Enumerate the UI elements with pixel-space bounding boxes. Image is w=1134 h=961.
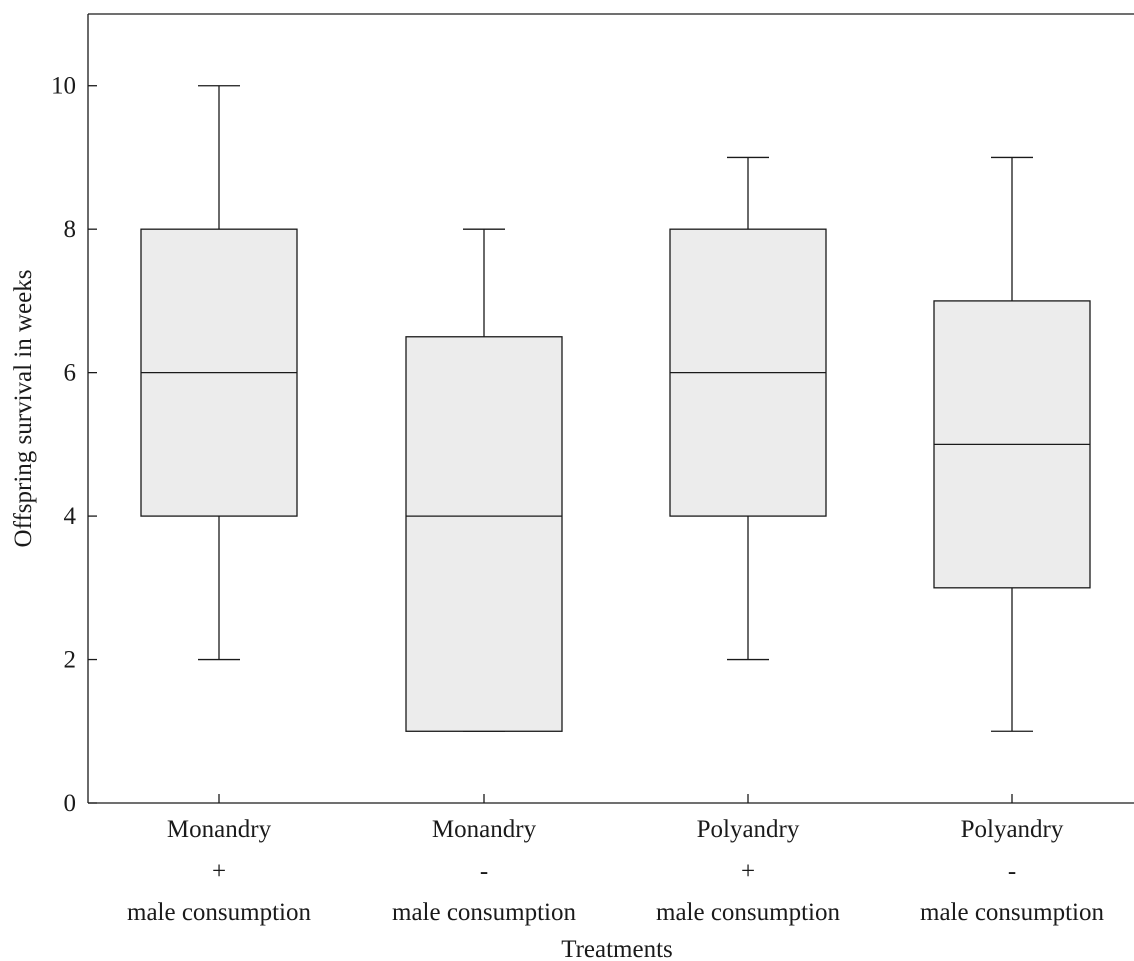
x-category-label: Monandry - male consumption xyxy=(392,816,576,926)
y-tick-label: 6 xyxy=(64,360,77,387)
iqr-box xyxy=(405,336,563,732)
y-tick-label: 8 xyxy=(64,216,77,243)
box-group xyxy=(669,156,827,661)
y-tick-label: 0 xyxy=(64,790,77,817)
y-tick-label: 10 xyxy=(51,73,76,100)
box-group xyxy=(140,85,298,661)
axes: 0 2 4 6 8 10 xyxy=(51,13,1134,817)
x-category-label-line: male consumption xyxy=(920,899,1104,926)
x-category-label-line: Polyandry xyxy=(961,816,1064,843)
x-category-label-line: - xyxy=(480,858,488,885)
x-category-label-line: - xyxy=(1008,858,1016,885)
x-category-label: Monandry + male consumption xyxy=(127,816,311,926)
x-category-label: Polyandry - male consumption xyxy=(920,816,1104,926)
x-category-label: Polyandry + male consumption xyxy=(656,816,840,926)
x-category-label-line: Monandry xyxy=(167,816,272,843)
x-category-label-line: Monandry xyxy=(432,816,537,843)
x-axis-title: Treatments xyxy=(561,936,673,961)
x-category-label-line: Polyandry xyxy=(697,816,800,843)
y-axis-title: Offspring survival in weeks xyxy=(10,270,37,548)
labels: Monandry + male consumption Monandry - male c… xyxy=(127,816,1104,926)
y-tick-label: 4 xyxy=(64,503,77,530)
x-category-label-line: male consumption xyxy=(656,899,840,926)
boxes xyxy=(140,85,1091,732)
x-category-label-line: + xyxy=(212,858,226,885)
x-category-label-line: + xyxy=(741,858,755,885)
box-group xyxy=(405,228,563,732)
y-tick-label: 2 xyxy=(64,647,77,674)
x-category-label-line: male consumption xyxy=(392,899,576,926)
box-group xyxy=(933,156,1091,732)
x-category-label-line: male consumption xyxy=(127,899,311,926)
